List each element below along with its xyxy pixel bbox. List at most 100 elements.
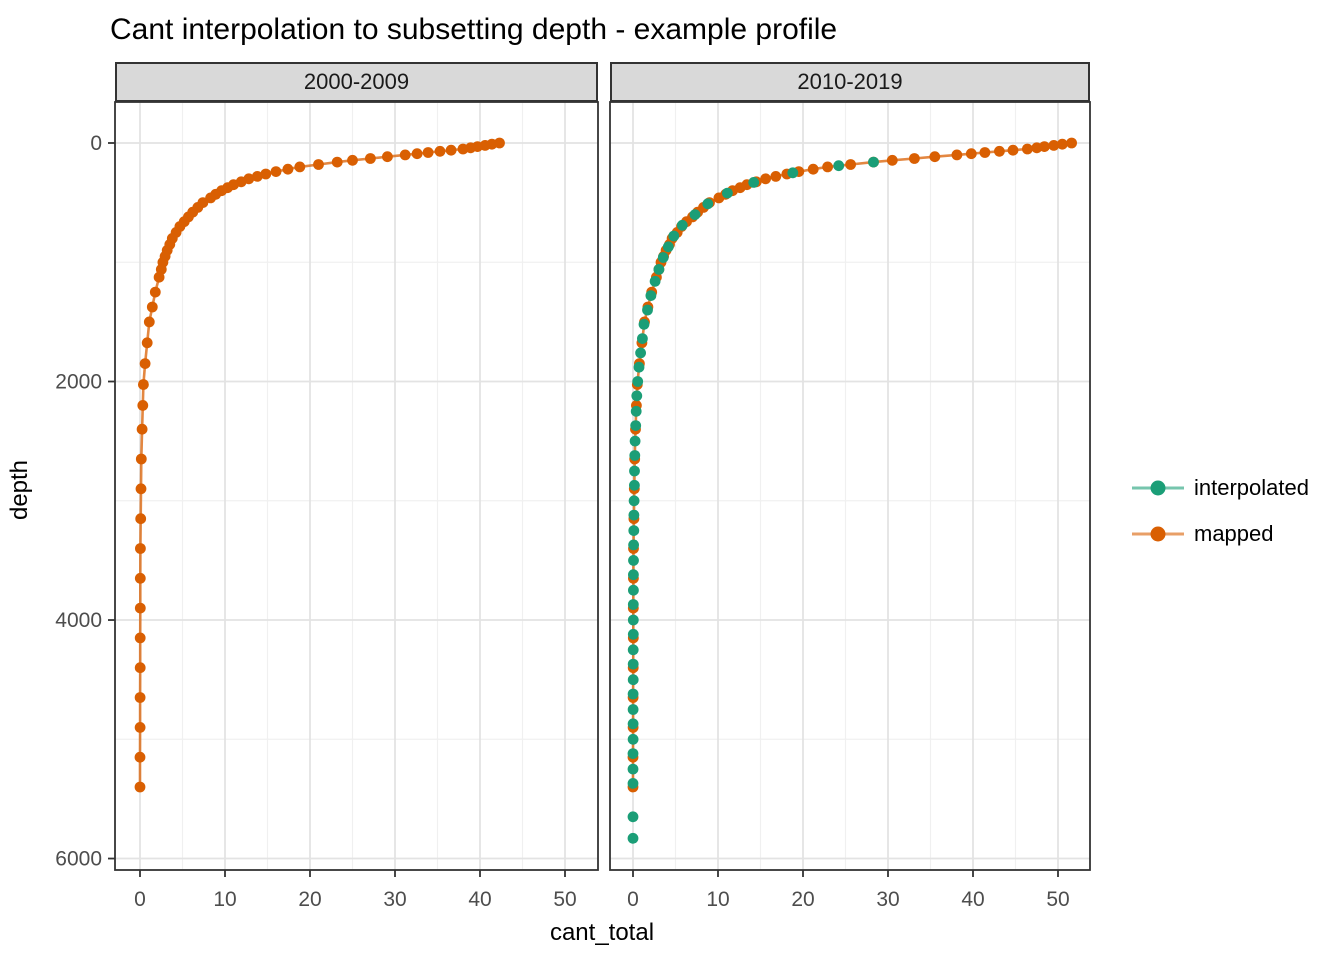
x-axis-title: cant_total [550,919,654,946]
mapped-point [1056,138,1068,150]
interpolated-point [627,811,639,823]
interpolated-point [642,304,653,316]
interpolated-point [787,167,799,179]
panel-background [610,102,1090,870]
mapped-point [411,148,423,160]
legend-label: interpolated [1194,475,1309,500]
mapped-point [845,159,856,170]
x-tick-label: 30 [383,888,406,911]
interpolated-point [627,644,639,656]
panels: 0 10 20 30 40 50 0 2000 4000 6000 0 10 20 30 40 50 [55,101,1091,911]
interpolated-point [627,733,639,745]
panel-border [609,101,1091,871]
interpolated-point [628,509,640,521]
mapped-point [994,145,1005,157]
interpolated-point [638,318,650,330]
mapped-point [979,147,991,158]
mapped-point [313,159,324,170]
interpolated-point [629,450,641,461]
interpolated-point [628,584,639,596]
mapped-point [137,400,149,411]
mapped-point [807,163,819,175]
grid-minor [610,102,1090,870]
interpolated-point [630,420,642,431]
panel-background [115,102,598,870]
x-axis-ticks: 0 10 20 30 40 50 [134,870,577,911]
mapped-point [331,156,343,168]
interpolated-point [628,525,640,536]
y-tick-label: 4000 [55,609,102,632]
mapped-point [1022,143,1033,155]
mapped-point [770,171,782,182]
legend-label: mapped [1194,521,1274,546]
mapped-point [251,171,263,182]
interpolated-point [627,832,639,844]
facet-strip-2010-2019: 2010-2019 [610,62,1090,102]
legend-entry-interpolated: interpolated [1130,477,1309,499]
mapped-point [134,572,146,584]
mapped-point [270,166,282,178]
interpolated-point [627,778,639,789]
interpolated-point [628,539,639,551]
mapped-point [760,173,771,185]
mapped-point [138,379,149,390]
mapped-point [135,543,146,554]
mapped-point [713,192,725,204]
interpolated-point [653,264,665,275]
interpolated-point [629,435,641,447]
interpolated-point [627,658,639,670]
mapped-point [422,147,434,158]
x-tick-label: 40 [961,888,984,911]
mapped-point [434,145,446,157]
interpolated-point [633,361,645,373]
mapped-point [886,154,898,166]
interpolated-point [629,465,640,477]
interpolated-point [631,390,643,402]
y-tick-label: 0 [90,132,102,155]
interpolated-points [627,156,879,844]
mapped-point [382,151,393,163]
interpolated-point [632,376,644,387]
mapped-point [146,301,158,313]
x-tick-label: 50 [1046,888,1069,911]
mapped-point [445,144,457,156]
mapped-point [1007,144,1019,156]
mapped-point [294,161,306,173]
interpolated-point [722,187,733,199]
mapped-point [134,602,146,614]
x-tick-label: 0 [627,888,639,911]
interpolated-point [689,209,701,221]
y-tick-label: 2000 [55,371,102,394]
mapped-point [399,149,411,161]
interpolated-point [868,156,879,168]
y-axis-ticks: 0 2000 4000 6000 [55,132,115,871]
x-tick-label: 0 [134,888,146,911]
mapped-point [134,692,146,703]
mapped-point [143,316,155,328]
panel-2000-2009: 0 10 20 30 40 50 0 2000 4000 6000 [55,101,599,911]
panel-2010-2019: 0 10 20 30 40 50 [609,101,1091,911]
interpolated-point [628,569,639,581]
interpolated-point [629,479,640,491]
interpolated-point [645,290,657,301]
x-tick-label: 10 [213,888,236,911]
x-axis-ticks: 0 10 20 30 40 50 [627,870,1070,911]
panel-border [114,101,599,871]
mapped-point [929,151,941,163]
plot-title: Cant interpolation to subsetting depth -… [110,13,838,46]
y-axis-title: depth [6,460,33,520]
interpolated-point [833,160,845,172]
x-tick-label: 30 [876,888,899,911]
interpolated-point [657,252,669,263]
mapped-point [139,358,151,369]
facet-strip-label: 2010-2019 [797,69,903,94]
mapped-point [135,453,147,465]
interpolated-point [627,763,639,775]
mapped-point [136,423,148,435]
mapped-point [822,161,833,173]
mapped-point [260,168,272,180]
interpolated-point [635,347,646,359]
mapped-point [134,751,146,763]
mapped-point [347,154,358,166]
